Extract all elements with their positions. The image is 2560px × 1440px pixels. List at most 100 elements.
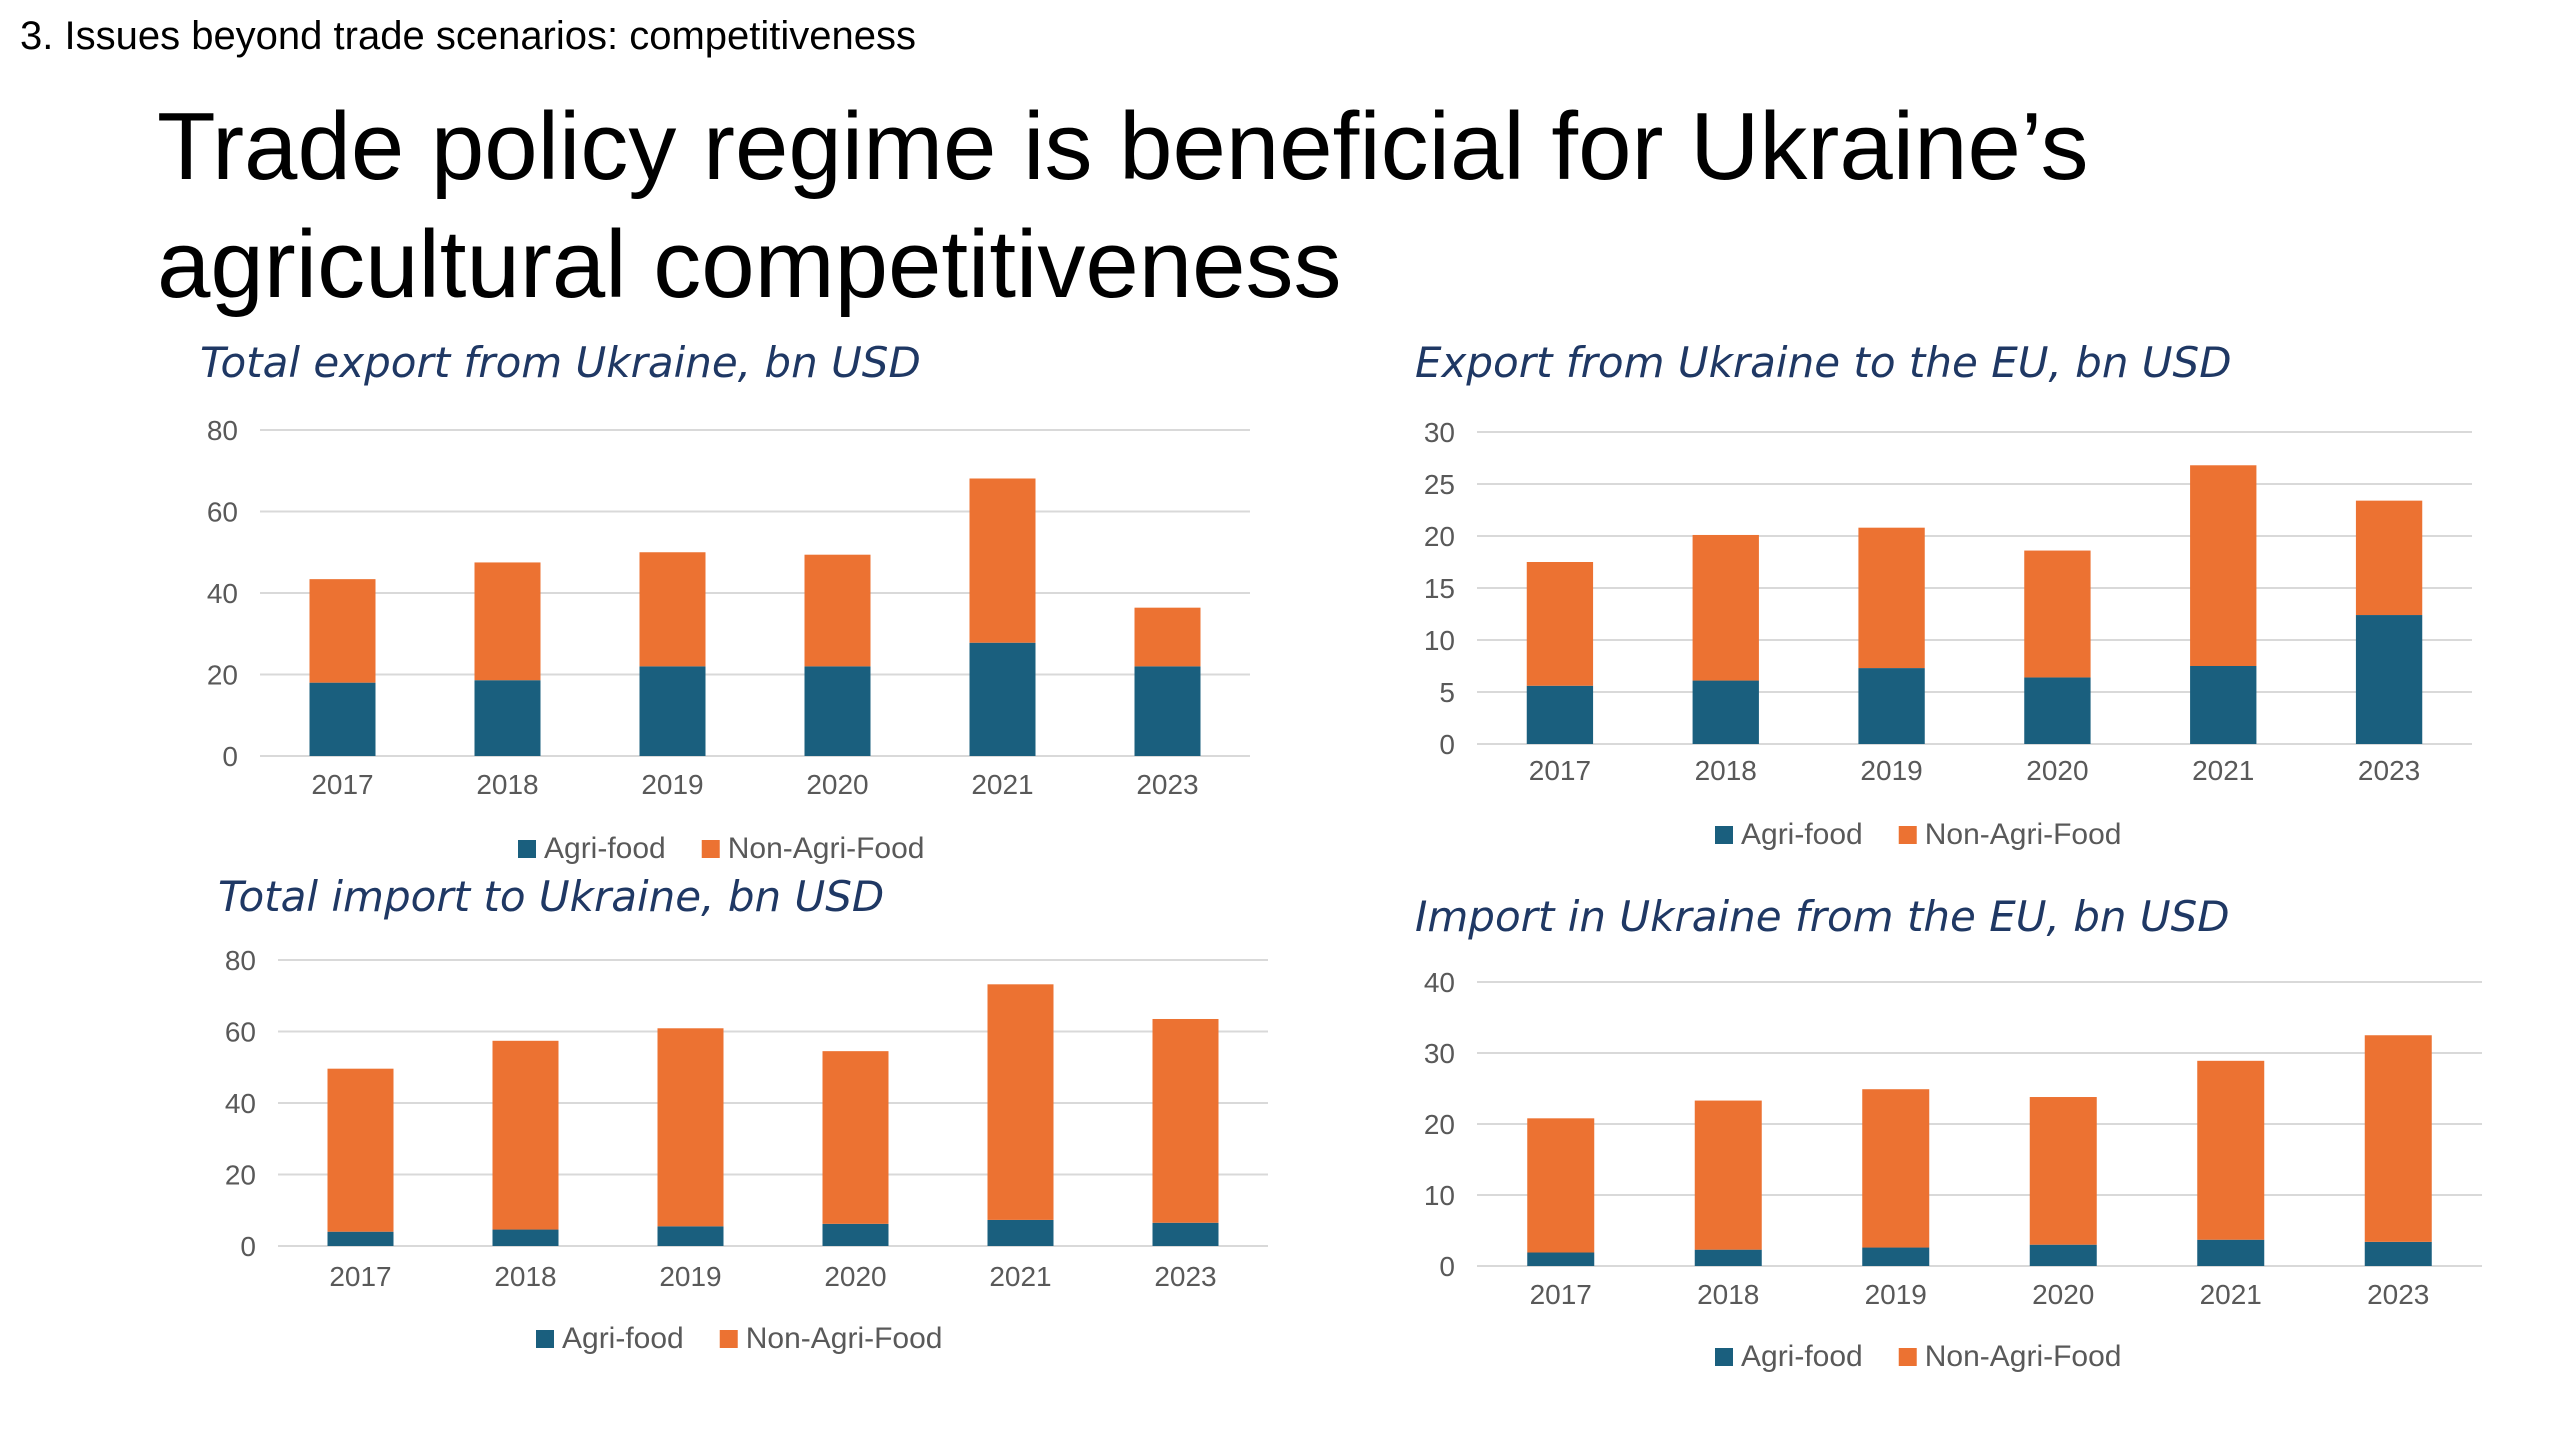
- bar-agri-food-2018: [474, 680, 541, 756]
- chart-title: Export from Ukraine to the EU, bn USD: [1415, 338, 2232, 387]
- bar-agri-food-2019: [657, 1226, 724, 1246]
- x-tick-label: 2019: [641, 769, 703, 800]
- x-tick-label: 2017: [329, 1261, 391, 1292]
- bar-non-agri-food-2019: [639, 552, 706, 667]
- bar-non-agri-food-2019: [1858, 527, 1925, 669]
- x-tick-label: 2023: [1136, 769, 1198, 800]
- y-tick-label: 0: [240, 1231, 256, 1262]
- chart-title: Total import to Ukraine, bn USD: [218, 872, 885, 921]
- x-tick-label: 2018: [1695, 755, 1757, 786]
- y-tick-label: 80: [225, 945, 256, 976]
- y-tick-label: 30: [1424, 417, 1455, 448]
- bar-agri-food-2018: [1692, 680, 1759, 744]
- bar-non-agri-food-2020: [804, 554, 871, 667]
- bar-non-agri-food-2023: [2364, 1035, 2432, 1242]
- x-tick-label: 2020: [824, 1261, 886, 1292]
- bar-non-agri-food-2019: [1862, 1089, 1930, 1248]
- slide-title-line-2: agricultural competitiveness: [157, 211, 1342, 318]
- x-tick-label: 2021: [2192, 755, 2254, 786]
- x-tick-label: 2018: [1697, 1279, 1759, 1310]
- y-tick-label: 0: [1439, 729, 1455, 760]
- slide-title-line-1: Trade policy regime is beneficial for Uk…: [157, 93, 2089, 200]
- bar-non-agri-food-2020: [822, 1051, 889, 1224]
- y-tick-label: 10: [1424, 1180, 1455, 1211]
- bar-agri-food-2023: [1152, 1222, 1219, 1246]
- legend-swatch-agri-food: [518, 840, 536, 858]
- bar-non-agri-food-2023: [1152, 1018, 1219, 1223]
- legend-label-non-agri-food: Non-Agri-Food: [1925, 818, 2122, 851]
- bar-agri-food-2021: [987, 1219, 1054, 1246]
- x-tick-label: 2018: [476, 769, 538, 800]
- bar-non-agri-food-2021: [2190, 465, 2257, 666]
- bar-agri-food-2019: [1858, 668, 1925, 744]
- legend-label-agri-food: Agri-food: [1741, 818, 1863, 851]
- bar-non-agri-food-2020: [2024, 550, 2091, 678]
- x-tick-label: 2019: [1865, 1279, 1927, 1310]
- y-tick-label: 10: [1424, 625, 1455, 656]
- x-tick-label: 2023: [2367, 1279, 2429, 1310]
- bar-agri-food-2018: [492, 1229, 559, 1246]
- bar-non-agri-food-2017: [1526, 562, 1594, 686]
- chart-plot: 0 10 20 30 40 2017 2018 2019 2020 2021 2023 Agri-fo…: [1424, 967, 2482, 1373]
- bar-agri-food-2021: [2197, 1239, 2265, 1266]
- bar-non-agri-food-2018: [1692, 534, 1759, 681]
- bar-non-agri-food-2018: [492, 1040, 559, 1230]
- bar-non-agri-food-2021: [987, 984, 1054, 1220]
- bar-non-agri-food-2017: [1527, 1118, 1595, 1253]
- x-tick-label: 2021: [2200, 1279, 2262, 1310]
- bar-agri-food-2020: [2024, 677, 2091, 744]
- y-tick-label: 15: [1424, 573, 1455, 604]
- chart-plot: 0 20 40 60 80 2017 2018 2019 2020 2021 2023 Agri-fo…: [225, 945, 1268, 1355]
- legend-label-agri-food: Agri-food: [1741, 1340, 1863, 1373]
- bar-non-agri-food-2023: [1134, 607, 1201, 667]
- bar-agri-food-2020: [804, 666, 871, 756]
- x-tick-label: 2023: [2358, 755, 2420, 786]
- bar-non-agri-food-2018: [474, 562, 541, 681]
- y-tick-label: 20: [1424, 521, 1455, 552]
- bar-agri-food-2019: [639, 666, 706, 756]
- x-tick-label: 2017: [311, 769, 373, 800]
- bar-agri-food-2023: [2364, 1241, 2432, 1266]
- legend-swatch-agri-food: [1715, 826, 1733, 844]
- x-tick-label: 2017: [1529, 755, 1591, 786]
- legend-swatch-non-agri-food: [1898, 826, 1917, 844]
- chart-title: Total export from Ukraine, bn USD: [200, 338, 921, 387]
- x-tick-label: 2017: [1530, 1279, 1592, 1310]
- x-tick-label: 2020: [2026, 755, 2088, 786]
- bar-non-agri-food-2017: [309, 579, 376, 683]
- y-tick-label: 60: [207, 497, 238, 528]
- legend-label-non-agri-food: Non-Agri-Food: [1925, 1340, 2122, 1373]
- chart-title: Import in Ukraine from the EU, bn USD: [1415, 892, 2230, 941]
- y-tick-label: 20: [1424, 1109, 1455, 1140]
- legend-label-non-agri-food: Non-Agri-Food: [746, 1322, 943, 1355]
- bar-non-agri-food-2023: [2355, 500, 2423, 616]
- bar-agri-food-2023: [2355, 615, 2423, 744]
- x-tick-label: 2020: [806, 769, 868, 800]
- x-tick-label: 2021: [989, 1261, 1051, 1292]
- bar-agri-food-2020: [2029, 1244, 2097, 1266]
- chart-export-to-eu: Export from Ukraine to the EU, bn USD 0 5…: [1415, 338, 2475, 868]
- y-tick-label: 30: [1424, 1038, 1455, 1069]
- legend-swatch-agri-food: [1715, 1348, 1733, 1366]
- y-tick-label: 0: [1439, 1251, 1455, 1282]
- chart-plot: 0 5 10 15 20 25 30 2017 2018 2019 2020 2021 2023 Agri…: [1424, 417, 2472, 851]
- bar-non-agri-food-2019: [657, 1028, 724, 1227]
- x-tick-label: 2020: [2032, 1279, 2094, 1310]
- x-tick-label: 2018: [494, 1261, 556, 1292]
- bar-non-agri-food-2017: [327, 1068, 394, 1232]
- bar-non-agri-food-2021: [969, 478, 1036, 643]
- y-tick-label: 25: [1424, 469, 1455, 500]
- slide-title: Trade policy regime is beneficial for Uk…: [157, 88, 2457, 324]
- legend-swatch-agri-food: [536, 1330, 554, 1348]
- legend-swatch-non-agri-food: [719, 1330, 738, 1348]
- bar-non-agri-food-2018: [1694, 1100, 1762, 1250]
- chart-total-import: Total import to Ukraine, bn USD 0 20 40 60 8…: [218, 872, 1278, 1392]
- bar-agri-food-2020: [822, 1223, 889, 1246]
- y-tick-label: 80: [207, 415, 238, 446]
- y-tick-label: 40: [1424, 967, 1455, 998]
- x-tick-label: 2019: [1860, 755, 1922, 786]
- y-tick-label: 0: [222, 741, 238, 772]
- legend-swatch-non-agri-food: [1898, 1348, 1917, 1366]
- y-tick-label: 60: [225, 1017, 256, 1048]
- legend-label-agri-food: Agri-food: [544, 832, 666, 865]
